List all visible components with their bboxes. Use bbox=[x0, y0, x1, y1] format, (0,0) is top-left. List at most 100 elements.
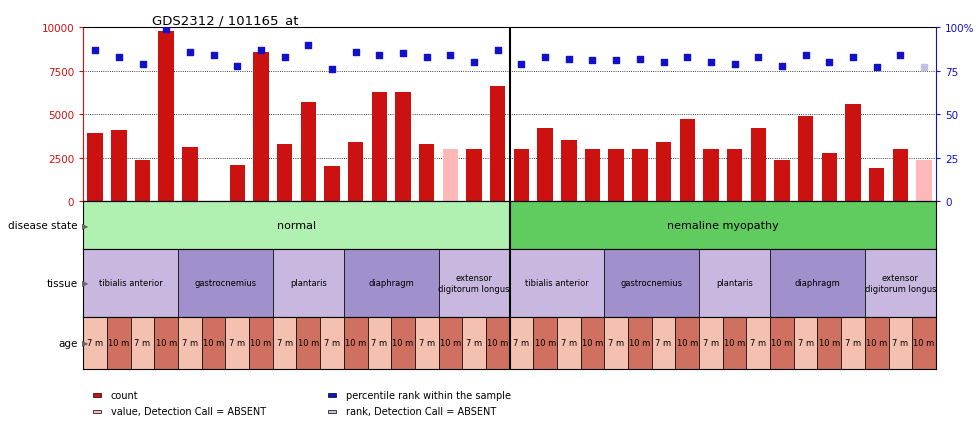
Point bbox=[159, 26, 174, 33]
Text: 10 m: 10 m bbox=[582, 339, 603, 347]
Text: 10 m: 10 m bbox=[771, 339, 793, 347]
Text: count: count bbox=[111, 390, 138, 400]
Point bbox=[656, 59, 671, 66]
Text: 10 m: 10 m bbox=[487, 339, 509, 347]
Text: 7 m: 7 m bbox=[134, 339, 151, 347]
Point bbox=[679, 54, 695, 61]
Bar bbox=[419, 145, 434, 202]
Bar bbox=[178, 250, 272, 317]
Text: 7 m: 7 m bbox=[703, 339, 719, 347]
Bar bbox=[225, 317, 249, 369]
Text: rank, Detection Call = ABSENT: rank, Detection Call = ABSENT bbox=[346, 407, 496, 416]
Point bbox=[229, 63, 245, 70]
Text: 7 m: 7 m bbox=[845, 339, 861, 347]
Point bbox=[751, 54, 766, 61]
Point bbox=[514, 61, 529, 68]
Point bbox=[490, 47, 506, 54]
Point bbox=[371, 53, 387, 59]
Text: tibialis anterior: tibialis anterior bbox=[99, 279, 163, 288]
Bar bbox=[249, 317, 272, 369]
Bar bbox=[272, 250, 344, 317]
Point bbox=[869, 65, 885, 72]
Bar bbox=[679, 120, 695, 202]
Point bbox=[182, 49, 198, 56]
Text: diaphragm: diaphragm bbox=[368, 279, 415, 288]
Text: plantaris: plantaris bbox=[290, 279, 326, 288]
Text: value, Detection Call = ABSENT: value, Detection Call = ABSENT bbox=[111, 407, 266, 416]
Bar bbox=[395, 92, 411, 202]
Bar bbox=[415, 317, 438, 369]
Text: 7 m: 7 m bbox=[798, 339, 813, 347]
Bar bbox=[87, 134, 103, 202]
Bar bbox=[656, 143, 671, 202]
Bar bbox=[704, 150, 718, 202]
Text: 10 m: 10 m bbox=[676, 339, 698, 347]
Bar bbox=[83, 317, 107, 369]
Text: 10 m: 10 m bbox=[440, 339, 461, 347]
Bar bbox=[301, 103, 316, 202]
Bar bbox=[533, 317, 557, 369]
Bar bbox=[466, 150, 482, 202]
Bar bbox=[628, 317, 652, 369]
Text: ▶: ▶ bbox=[82, 339, 89, 347]
Point bbox=[253, 47, 269, 54]
Text: extensor
digitorum longus: extensor digitorum longus bbox=[864, 273, 936, 293]
Point bbox=[348, 49, 364, 56]
Bar bbox=[371, 92, 387, 202]
Text: ▶: ▶ bbox=[82, 279, 89, 288]
Bar bbox=[510, 317, 533, 369]
Bar bbox=[580, 317, 605, 369]
Bar bbox=[368, 317, 391, 369]
Text: disease state: disease state bbox=[8, 221, 77, 230]
Bar bbox=[83, 202, 510, 250]
Bar bbox=[699, 250, 770, 317]
Text: gastrocnemius: gastrocnemius bbox=[620, 279, 683, 288]
Bar bbox=[135, 160, 150, 202]
Bar bbox=[348, 143, 364, 202]
Text: 7 m: 7 m bbox=[276, 339, 293, 347]
Text: 10 m: 10 m bbox=[724, 339, 745, 347]
Bar bbox=[83, 250, 178, 317]
Text: 10 m: 10 m bbox=[298, 339, 319, 347]
Bar bbox=[344, 250, 439, 317]
Bar bbox=[798, 117, 813, 202]
Bar bbox=[344, 317, 368, 369]
Bar bbox=[490, 87, 506, 202]
Text: 10 m: 10 m bbox=[345, 339, 367, 347]
Bar bbox=[916, 160, 932, 202]
Text: 10 m: 10 m bbox=[156, 339, 176, 347]
Bar bbox=[510, 202, 936, 250]
Bar bbox=[652, 317, 675, 369]
Point bbox=[301, 42, 317, 49]
Text: normal: normal bbox=[277, 221, 316, 230]
Bar bbox=[699, 317, 722, 369]
Bar bbox=[486, 317, 510, 369]
Text: 7 m: 7 m bbox=[893, 339, 908, 347]
Bar bbox=[272, 317, 296, 369]
Point bbox=[798, 53, 813, 59]
Point bbox=[632, 56, 648, 63]
Bar bbox=[130, 317, 155, 369]
Bar bbox=[562, 141, 576, 202]
Bar bbox=[889, 317, 912, 369]
Bar bbox=[324, 167, 340, 202]
Bar bbox=[747, 317, 770, 369]
Bar bbox=[178, 317, 202, 369]
Point bbox=[845, 54, 860, 61]
Bar bbox=[107, 317, 130, 369]
Bar bbox=[770, 317, 794, 369]
Text: tissue: tissue bbox=[46, 278, 77, 288]
Bar bbox=[821, 153, 837, 202]
Text: plantaris: plantaris bbox=[716, 279, 753, 288]
Point bbox=[395, 51, 411, 58]
Point bbox=[418, 54, 434, 61]
Bar bbox=[463, 317, 486, 369]
Point bbox=[443, 53, 459, 59]
Bar bbox=[605, 250, 699, 317]
Text: ▶: ▶ bbox=[82, 221, 89, 230]
Text: 10 m: 10 m bbox=[818, 339, 840, 347]
Bar bbox=[751, 129, 766, 202]
Text: 7 m: 7 m bbox=[561, 339, 577, 347]
Point bbox=[276, 54, 292, 61]
Point bbox=[703, 59, 718, 66]
